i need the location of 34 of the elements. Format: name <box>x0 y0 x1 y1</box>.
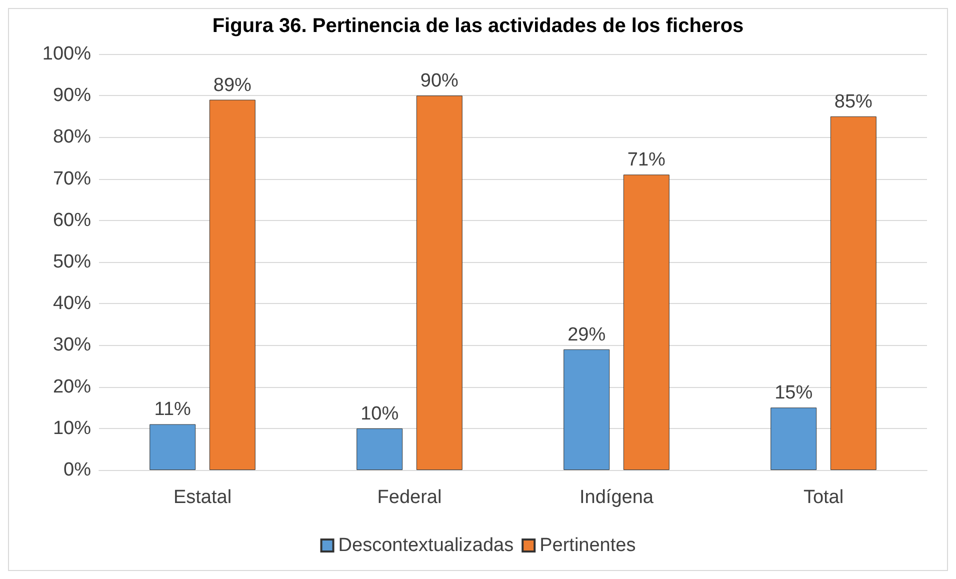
x-tick-label: Federal <box>377 487 442 508</box>
chart-title: Figura 36. Pertinencia de las actividades de los ficheros <box>212 15 744 37</box>
y-tick-label: 100% <box>42 44 92 64</box>
y-tick-label: 60% <box>52 210 92 231</box>
data-label: 85% <box>834 91 873 112</box>
bar <box>356 428 403 470</box>
bar <box>623 174 670 470</box>
legend-label: Pertinentes <box>540 535 636 556</box>
data-label: 10% <box>360 403 399 424</box>
y-tick-label: 40% <box>52 293 92 314</box>
bar <box>209 100 256 470</box>
y-tick-label: 90% <box>52 85 92 106</box>
bar <box>416 96 462 470</box>
bar <box>564 349 610 470</box>
y-tick-label: 10% <box>52 418 92 439</box>
data-label: 29% <box>568 324 606 346</box>
y-tick-label: 30% <box>52 334 92 356</box>
bar <box>150 424 196 470</box>
data-label: 71% <box>627 150 666 171</box>
y-tick-label: 50% <box>52 252 92 272</box>
legend-label: Descontextualizadas <box>338 535 514 556</box>
data-label: 11% <box>154 399 192 420</box>
data-label: 15% <box>774 382 813 404</box>
bar <box>770 408 817 470</box>
y-tick-label: 70% <box>52 168 92 190</box>
y-tick-label: 80% <box>52 126 92 148</box>
y-tick-label: 20% <box>52 376 92 398</box>
x-tick-label: Total <box>803 487 844 508</box>
data-label: 90% <box>420 70 459 92</box>
data-label: 89% <box>213 74 252 96</box>
y-tick-label: 0% <box>64 460 92 480</box>
x-tick-label: Indígena <box>580 487 654 508</box>
bar <box>830 116 876 470</box>
x-tick-label: Estatal <box>173 487 232 508</box>
